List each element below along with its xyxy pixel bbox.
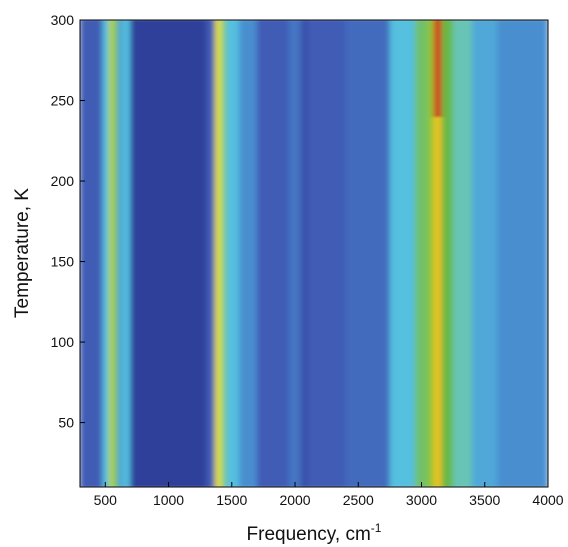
axes: 500 1000 1500 2000 2500 3000 3500 4000 50 100 150 2… xyxy=(51,12,564,508)
heatmap-cell xyxy=(206,20,216,117)
heatmap-cell xyxy=(108,20,115,117)
heatmap-cell xyxy=(497,116,548,487)
y-tick-label: 300 xyxy=(51,12,75,28)
y-tick-label: 50 xyxy=(58,415,74,431)
x-tick-label: 3000 xyxy=(406,492,437,508)
heatmap-cell xyxy=(113,116,119,487)
heatmap-cell xyxy=(206,116,216,487)
heatmap-cell xyxy=(301,116,308,487)
heatmap-cell xyxy=(471,20,498,117)
y-tick-label: 150 xyxy=(51,254,75,270)
heatmap-cell xyxy=(80,20,104,117)
heatmap-cell xyxy=(226,20,240,117)
heatmap-cell xyxy=(117,20,125,117)
heatmap-cell xyxy=(215,20,222,117)
heatmap-cell xyxy=(80,116,104,487)
heatmap-cell xyxy=(345,20,391,117)
heatmap-cell xyxy=(113,20,119,117)
heatmap-cell xyxy=(427,116,435,487)
heatmap-cell xyxy=(239,20,258,117)
heatmap-cell xyxy=(345,116,391,487)
heatmap xyxy=(80,20,548,487)
heatmap-cell xyxy=(441,116,454,487)
y-axis-label: Temperature, K xyxy=(12,188,33,318)
x-tick-label: 4000 xyxy=(532,492,563,508)
x-axis-label: Frequency, cm-1 xyxy=(247,521,382,545)
heatmap-cell xyxy=(452,20,473,117)
heatmap-cell xyxy=(389,116,416,487)
heatmap-cell xyxy=(102,116,110,487)
heatmap-cell xyxy=(452,116,473,487)
heatmap-cell xyxy=(117,116,125,487)
heatmap-cell xyxy=(497,20,548,117)
heatmap-cell xyxy=(301,20,308,117)
heatmap-cell xyxy=(441,20,454,117)
heatmap-cell xyxy=(471,116,498,487)
x-tick-label: 2000 xyxy=(279,492,310,508)
x-tick-label: 500 xyxy=(94,492,118,508)
y-tick-label: 200 xyxy=(51,173,75,189)
heatmap-cell xyxy=(102,20,110,117)
x-tick-label: 2500 xyxy=(343,492,374,508)
heatmap-cell xyxy=(215,116,222,487)
heatmap-cell xyxy=(288,116,302,487)
x-tick-label: 3500 xyxy=(469,492,500,508)
heatmap-cell xyxy=(433,116,443,487)
heatmap-cell xyxy=(389,20,416,117)
heatmap-cell xyxy=(414,20,429,117)
heatmap-cell xyxy=(221,20,228,117)
heatmap-cell xyxy=(130,20,207,117)
heatmap-cell xyxy=(226,116,240,487)
heatmap-cell xyxy=(414,116,429,487)
plot-frame xyxy=(79,19,549,488)
heatmap-cell xyxy=(108,116,115,487)
heatmap-cell xyxy=(433,20,443,117)
heatmap-cell xyxy=(123,116,131,487)
y-tick-label: 100 xyxy=(51,334,75,350)
heatmap-cell xyxy=(288,20,302,117)
y-tick-label: 250 xyxy=(51,93,75,109)
heatmap-cell xyxy=(256,116,290,487)
heatmap-cell xyxy=(307,20,346,117)
heatmap-cell xyxy=(123,20,131,117)
heatmap-cell xyxy=(256,20,290,117)
heatmap-cell xyxy=(427,20,435,117)
heatmap-cell xyxy=(130,116,207,487)
x-tick-label: 1500 xyxy=(216,492,247,508)
heatmap-cell xyxy=(239,116,258,487)
heatmap-cell xyxy=(221,116,228,487)
heatmap-cell xyxy=(307,116,346,487)
x-tick-label: 1000 xyxy=(153,492,184,508)
